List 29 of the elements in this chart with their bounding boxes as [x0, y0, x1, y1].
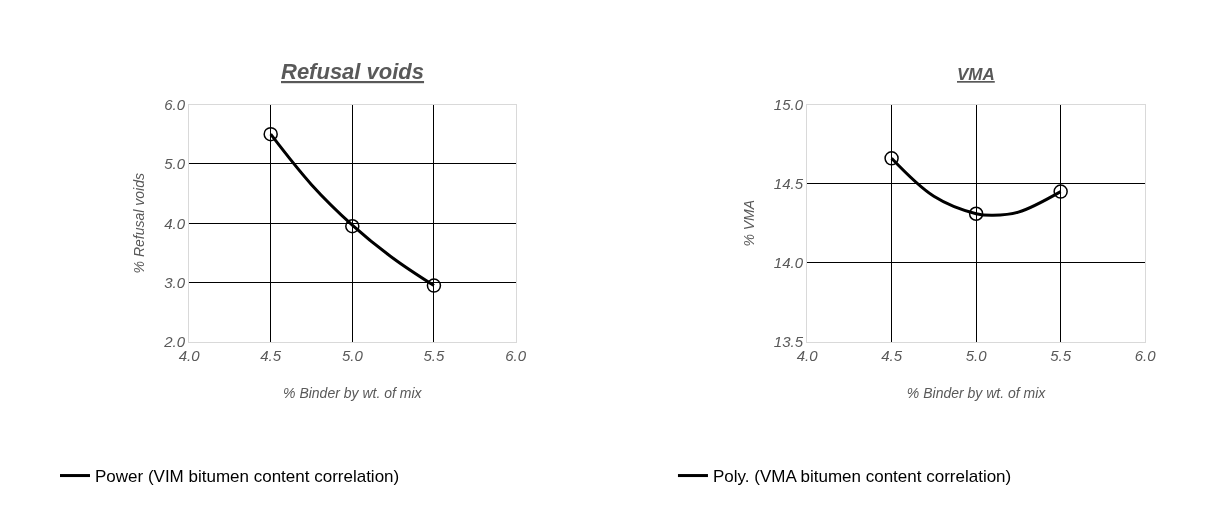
chart-title: Refusal voids — [281, 59, 425, 84]
point — [426, 278, 442, 293]
y-tick-label: 15.0 — [773, 95, 804, 113]
chart-title: VMA — [957, 65, 995, 84]
x-tick-label: 5.0 — [341, 347, 364, 364]
x-axis-title: % Binder by wt. of mix — [906, 385, 1047, 402]
y-tick-label: 6.0 — [164, 95, 186, 113]
y-tick-label: 14.5 — [773, 174, 804, 192]
legend-label: Poly. (VMA bitumen content correlation) — [712, 467, 1012, 487]
point — [884, 151, 899, 166]
x-tick-label: 5.5 — [423, 347, 446, 364]
point — [1053, 184, 1068, 199]
x-tick-label: 5.0 — [965, 347, 988, 364]
x-axis-title: % Binder by wt. of mix — [283, 385, 423, 402]
x-tick-label: 5.5 — [1050, 347, 1072, 364]
x-tick-label: 4.5 — [260, 347, 282, 364]
x-tick-label: 4.5 — [881, 347, 903, 364]
point — [968, 206, 984, 221]
y-tick-label: 4.0 — [164, 214, 186, 232]
x-tick-label: 6.0 — [1134, 347, 1157, 364]
y-axis-title: % VMA — [741, 199, 758, 247]
y-tick-label: 5.0 — [164, 155, 186, 173]
y-tick-label: 3.0 — [164, 273, 186, 291]
point — [263, 126, 278, 142]
legend-label: Power (VIM bitumen content correlation) — [94, 467, 400, 487]
y-tick-label: 14.0 — [773, 254, 804, 272]
point — [345, 218, 360, 234]
x-tick-label: 6.0 — [505, 347, 527, 364]
y-axis-title: % Refusal voids — [130, 173, 147, 274]
